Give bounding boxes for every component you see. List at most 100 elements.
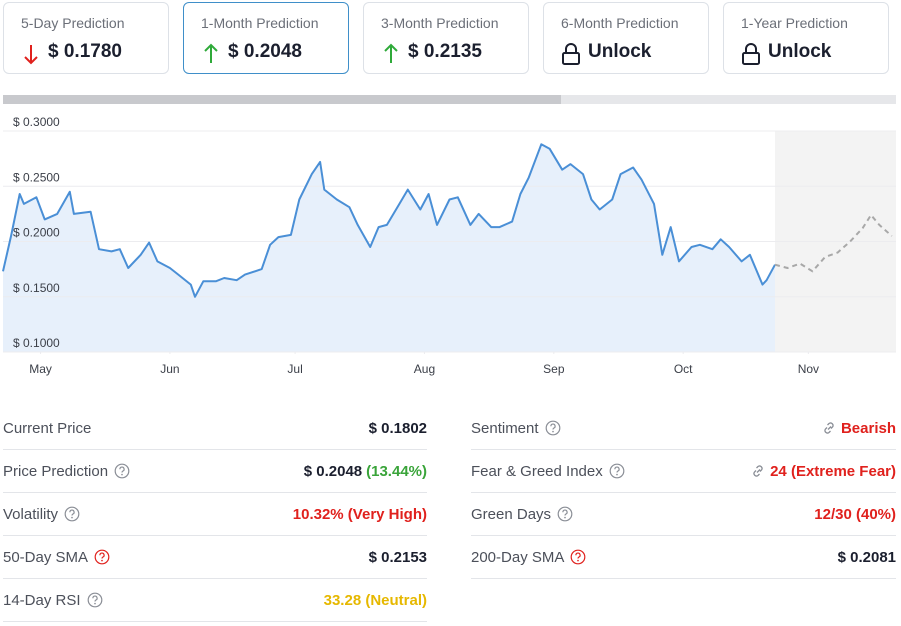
- x-tick-label: Sep: [543, 362, 565, 376]
- help-dot: [551, 430, 554, 433]
- link-icon: [753, 465, 763, 477]
- stat-label-group: Volatility: [3, 506, 80, 523]
- down-icon: [24, 45, 38, 65]
- lock-icon: [562, 43, 580, 65]
- stat-label-group: 50-Day SMA: [3, 549, 110, 566]
- lock-body: [562, 52, 580, 65]
- prediction-card[interactable]: 3-Month Prediction $ 0.2135: [363, 2, 529, 74]
- help-circle: [545, 420, 560, 436]
- x-tick-label: Aug: [414, 362, 435, 376]
- progress-bar: [3, 95, 896, 104]
- stat-value: $ 0.1802: [368, 419, 427, 437]
- y-tick-label: $ 0.3000: [13, 115, 60, 129]
- prediction-card[interactable]: 1-Year Prediction Unlock: [723, 2, 889, 74]
- help-dot: [615, 473, 618, 476]
- stat-label-group: Current Price: [3, 420, 91, 437]
- card-label: 5-Day Prediction: [21, 15, 125, 31]
- stat-row: 14-Day RSI 33.28 (Neutral): [3, 579, 427, 622]
- stat-value-group: 24 (Extreme Fear): [750, 463, 896, 480]
- stat-value-group: Bearish: [821, 420, 896, 437]
- arrow-head: [204, 43, 218, 52]
- x-tick-label: Jun: [160, 362, 179, 376]
- stat-value-group: $ 0.1802: [369, 420, 427, 437]
- help-dot: [577, 559, 580, 562]
- help-circle: [570, 549, 586, 565]
- help-dot: [71, 516, 73, 519]
- help-icon: [87, 592, 102, 608]
- stat-value: $ 0.2081: [837, 548, 896, 566]
- stat-row: 50-Day SMA $ 0.2153: [3, 536, 427, 579]
- stat-row: Current Price $ 0.1802: [3, 407, 427, 450]
- stat-value-group: $ 0.2081: [838, 549, 896, 566]
- link-icon: [824, 422, 834, 434]
- card-label: 3-Month Prediction: [381, 15, 499, 31]
- x-tick-label: Jul: [287, 362, 302, 376]
- chart: $ 0.1000 $ 0.1500 $ 0.2000 $ 0.2500 $ 0.3000…: [2, 115, 896, 376]
- help-mark: [69, 509, 75, 516]
- stat-value-group: 12/30 (40%): [814, 506, 896, 523]
- help-dot: [121, 473, 123, 476]
- up-icon: [204, 43, 218, 63]
- stat-row: Volatility 10.32% (Very High): [3, 493, 427, 536]
- help-dot: [93, 602, 96, 605]
- help-circle: [557, 506, 573, 522]
- stat-value: $ 0.2153: [368, 548, 427, 566]
- help-dot: [564, 516, 566, 519]
- help-mark: [575, 552, 582, 559]
- stat-label: Price Prediction: [3, 462, 109, 480]
- stat-label: Volatility: [3, 505, 59, 523]
- up-icon: [384, 43, 398, 63]
- help-icon: [557, 506, 573, 522]
- y-tick-label: $ 0.2000: [13, 226, 60, 240]
- stat-label-group: Green Days: [471, 506, 573, 523]
- help-circle: [87, 592, 102, 608]
- stat-label: 200-Day SMA: [471, 548, 565, 566]
- card-value: $ 0.2135: [408, 41, 482, 62]
- stat-label: Sentiment: [471, 419, 539, 437]
- help-mark: [549, 423, 556, 430]
- stat-value: 24 (Extreme Fear): [770, 462, 896, 480]
- stat-note: (13.44%): [366, 462, 427, 480]
- card-value: $ 0.1780: [48, 41, 122, 62]
- y-tick-label: $ 0.2500: [13, 170, 60, 184]
- stat-label: Fear & Greed Index: [471, 462, 603, 480]
- help-icon: [545, 420, 560, 436]
- help-mark: [119, 466, 125, 473]
- link-shape: [824, 422, 834, 434]
- stat-label: 14-Day RSI: [3, 591, 81, 609]
- stat-label-group: Sentiment: [471, 420, 561, 437]
- stat-value: 33.28 (Neutral): [323, 591, 427, 609]
- x-tick-label: Nov: [798, 362, 819, 376]
- lock-icon: [742, 43, 760, 65]
- help-dot: [101, 559, 103, 562]
- help-icon: [64, 506, 80, 522]
- prediction-card[interactable]: 1-Month Prediction $ 0.2048: [183, 2, 349, 74]
- series-line: [774, 214, 893, 273]
- y-tick-label: $ 0.1000: [13, 336, 60, 350]
- x-tick-label: Oct: [674, 362, 693, 376]
- lock-body: [742, 52, 760, 65]
- stat-value: 12/30 (40%): [814, 505, 896, 523]
- arrow-head: [384, 43, 398, 52]
- stat-value-group: $ 0.2153: [369, 549, 427, 566]
- stat-value-group: 33.28 (Neutral): [324, 592, 427, 609]
- stat-value: Bearish: [840, 419, 896, 437]
- stat-value-group: 10.32% (Very High): [293, 506, 427, 523]
- stat-label: 50-Day SMA: [3, 548, 89, 566]
- stat-value: 10.32% (Very High): [292, 505, 427, 523]
- series-area: [3, 144, 775, 352]
- help-circle: [114, 463, 130, 479]
- stat-value: $ 0.2048: [303, 462, 363, 480]
- help-mark: [91, 595, 98, 602]
- stat-row: Green Days 12/30 (40%): [471, 493, 896, 536]
- link-shape: [753, 465, 763, 477]
- stat-value-group: $ 0.2048 (13.44%): [304, 463, 427, 480]
- prediction-card[interactable]: 5-Day Prediction $ 0.1780: [3, 2, 169, 74]
- prediction-card[interactable]: 6-Month Prediction Unlock: [543, 2, 709, 74]
- card-value: $ 0.2048: [228, 41, 302, 62]
- stat-label: Current Price: [3, 419, 92, 437]
- stat-row: 200-Day SMA $ 0.2081: [471, 536, 896, 579]
- stat-label-group: 14-Day RSI: [3, 592, 103, 609]
- stat-label: Green Days: [471, 505, 552, 523]
